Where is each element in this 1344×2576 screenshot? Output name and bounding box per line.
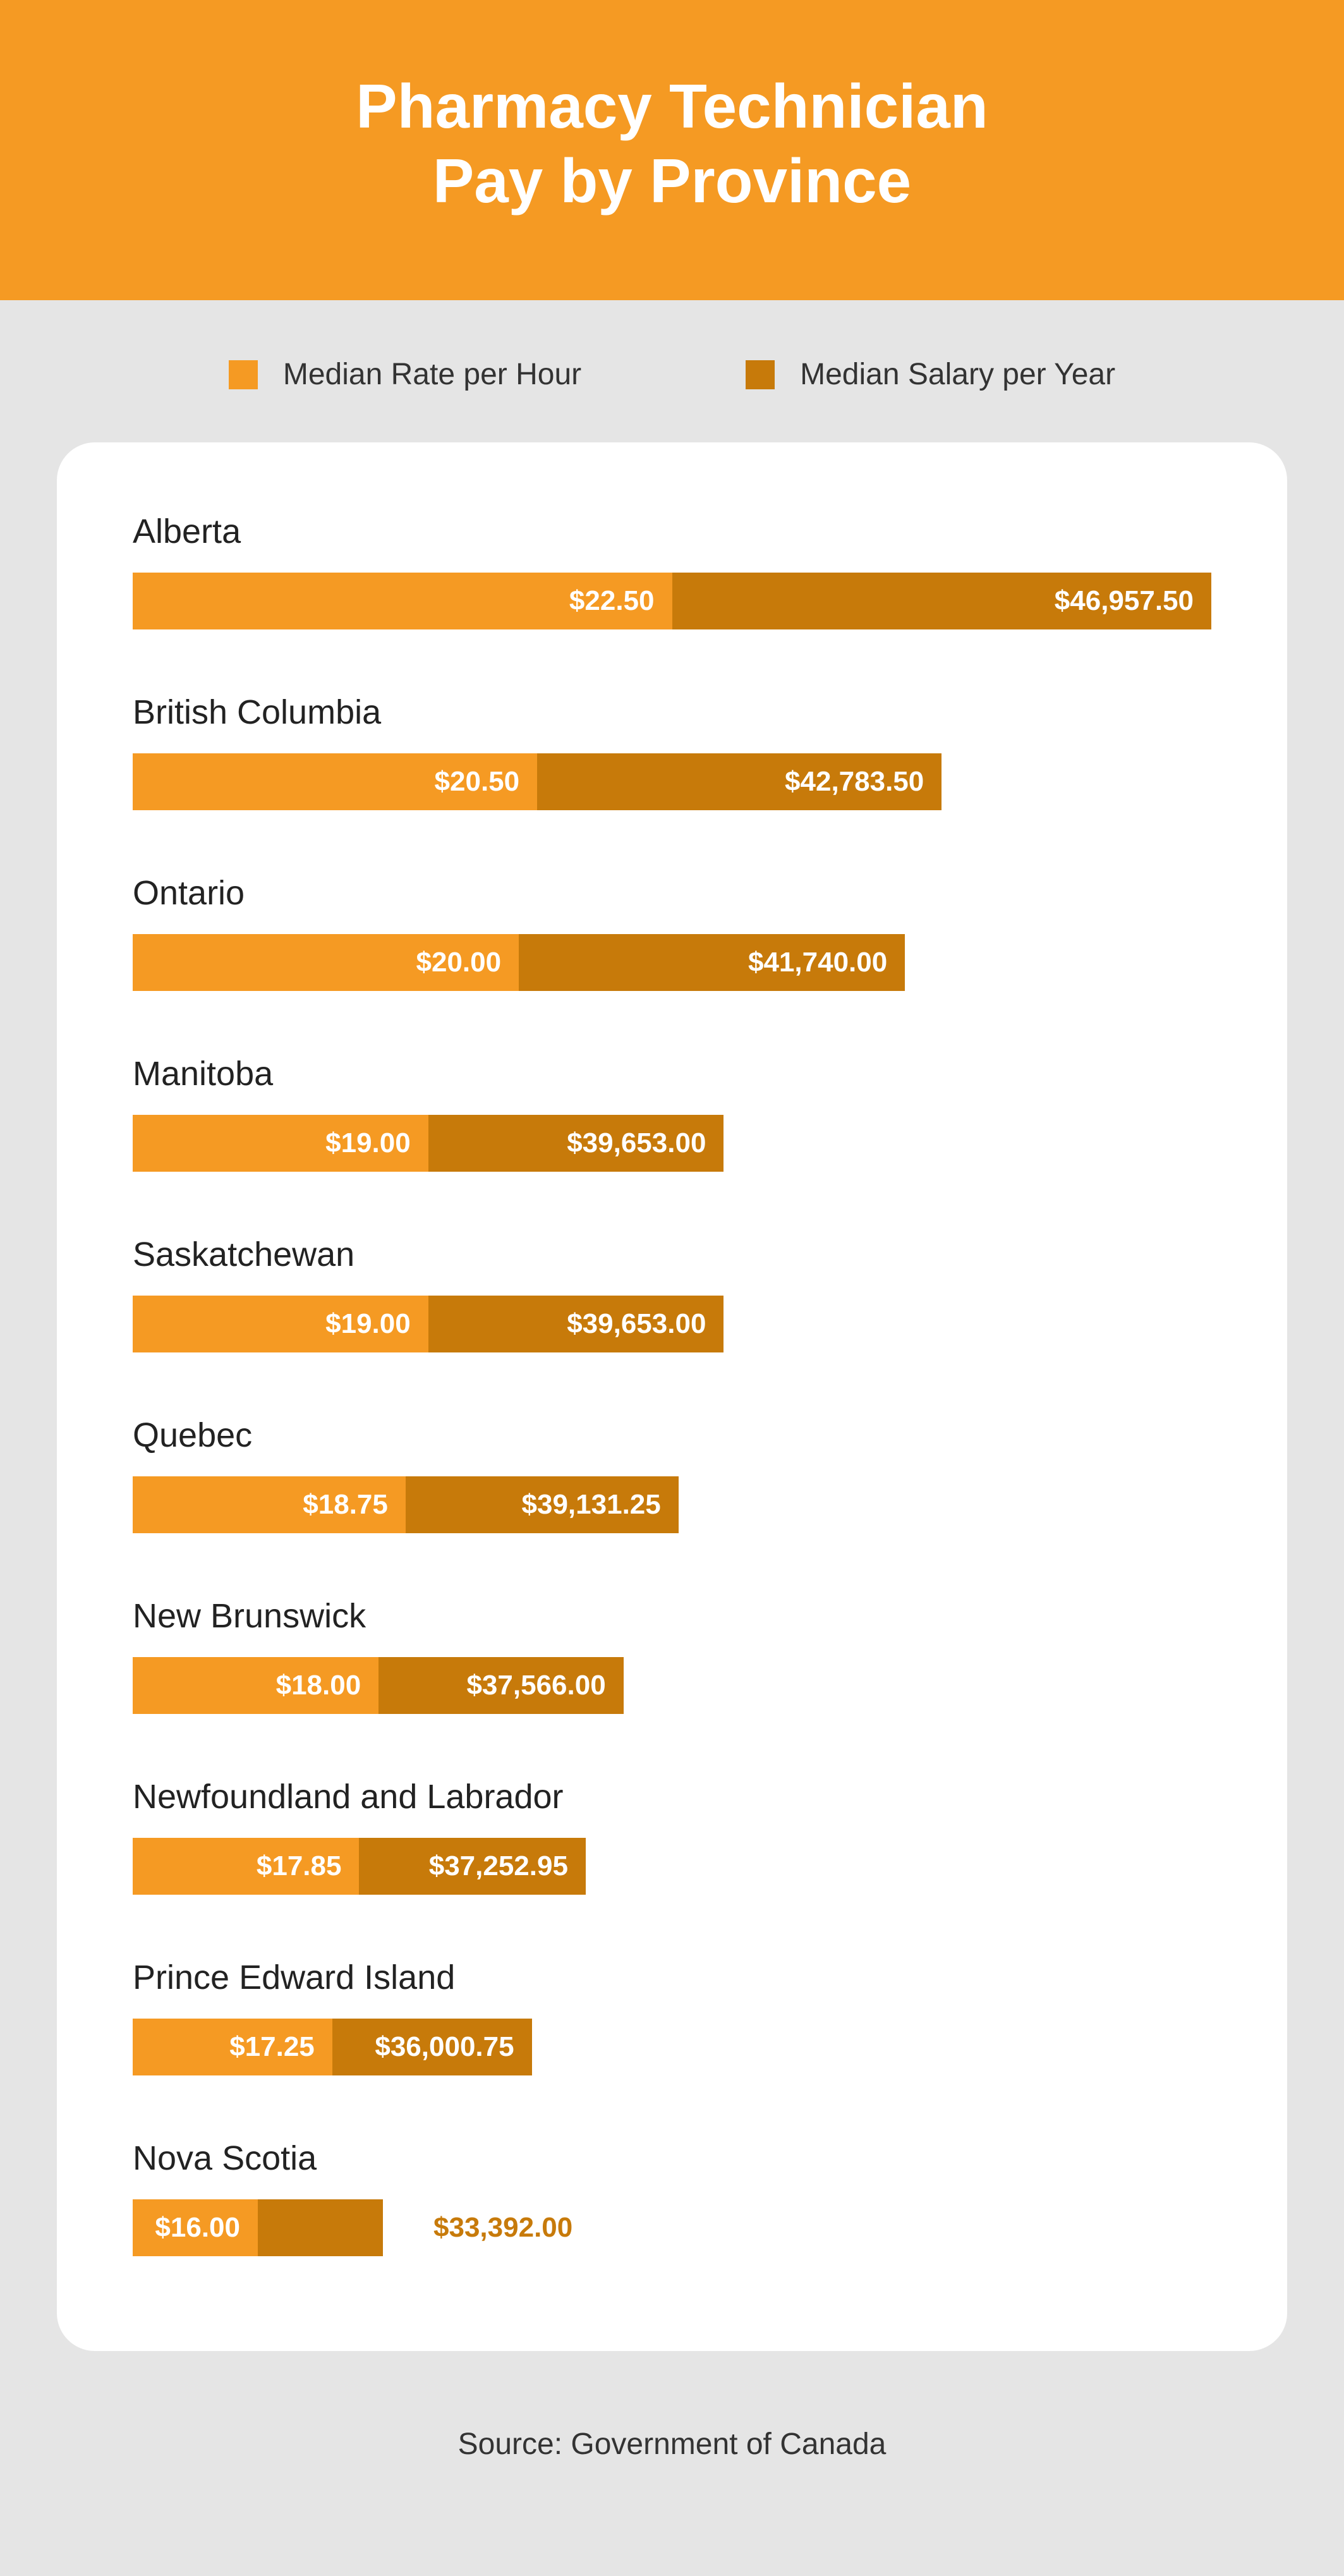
province-name: Newfoundland and Labrador	[133, 1777, 1211, 1816]
legend-item-salary: Median Salary per Year	[746, 357, 1115, 392]
province-row: Saskatchewan $39,653.00$19.00	[133, 1235, 1211, 1352]
page-title: Pharmacy Technician Pay by Province	[25, 70, 1319, 218]
province-row: Ontario $41,740.00$20.00	[133, 873, 1211, 991]
rate-bar: $18.75	[133, 1476, 406, 1533]
rate-bar: $22.50	[133, 573, 672, 629]
province-name: Ontario	[133, 873, 1211, 913]
chart-card: Alberta $46,957.50$22.50 British Columbia $…	[57, 442, 1287, 2351]
legend-swatch-salary	[746, 360, 775, 389]
province-name: British Columbia	[133, 693, 1211, 732]
bar-wrap: $37,252.95$17.85	[133, 1838, 1211, 1895]
callout-text: $33,392.00	[433, 2212, 572, 2244]
province-name: Manitoba	[133, 1054, 1211, 1093]
province-row: Manitoba $39,653.00$19.00	[133, 1054, 1211, 1172]
bar-wrap: $36,000.75$17.25	[133, 2019, 1211, 2075]
bar-wrap: $37,566.00$18.00	[133, 1657, 1211, 1714]
province-row: Nova Scotia $16.00 $33,392.00	[133, 2139, 1211, 2256]
rate-bar: $18.00	[133, 1657, 378, 1714]
legend-swatch-rate	[229, 360, 258, 389]
title-line-1: Pharmacy Technician	[356, 71, 988, 141]
bar-wrap: $46,957.50$22.50	[133, 573, 1211, 629]
bar-wrap: $16.00 $33,392.00	[133, 2199, 1211, 2256]
bar-wrap: $41,740.00$20.00	[133, 934, 1211, 991]
legend-label-rate: Median Rate per Hour	[283, 357, 581, 392]
province-name: Saskatchewan	[133, 1235, 1211, 1274]
province-name: Nova Scotia	[133, 2139, 1211, 2178]
province-name: Alberta	[133, 512, 1211, 551]
rate-bar: $19.00	[133, 1296, 428, 1352]
province-name: Quebec	[133, 1416, 1211, 1455]
rate-bar: $16.00	[133, 2199, 258, 2256]
title-line-2: Pay by Province	[433, 146, 911, 216]
header: Pharmacy Technician Pay by Province	[0, 0, 1344, 300]
rate-bar: $19.00	[133, 1115, 428, 1172]
legend: Median Rate per Hour Median Salary per Y…	[0, 300, 1344, 442]
province-name: Prince Edward Island	[133, 1958, 1211, 1997]
province-row: New Brunswick $37,566.00$18.00	[133, 1596, 1211, 1714]
province-row: Quebec $39,131.25$18.75	[133, 1416, 1211, 1533]
province-name: New Brunswick	[133, 1596, 1211, 1636]
province-row: Prince Edward Island $36,000.75$17.25	[133, 1958, 1211, 2075]
bar-wrap: $39,131.25$18.75	[133, 1476, 1211, 1533]
rate-bar: $20.00	[133, 934, 519, 991]
rate-bar: $20.50	[133, 753, 537, 810]
legend-item-rate: Median Rate per Hour	[229, 357, 581, 392]
rate-bar: $17.85	[133, 1838, 359, 1895]
legend-label-salary: Median Salary per Year	[800, 357, 1115, 392]
province-row: British Columbia $42,783.50$20.50	[133, 693, 1211, 810]
province-row: Newfoundland and Labrador $37,252.95$17.8…	[133, 1777, 1211, 1895]
bar-wrap: $42,783.50$20.50	[133, 753, 1211, 810]
rate-bar: $17.25	[133, 2019, 332, 2075]
province-row: Alberta $46,957.50$22.50	[133, 512, 1211, 629]
bar-wrap: $39,653.00$19.00	[133, 1115, 1211, 1172]
bar-wrap: $39,653.00$19.00	[133, 1296, 1211, 1352]
source-text: Source: Government of Canada	[0, 2389, 1344, 2531]
